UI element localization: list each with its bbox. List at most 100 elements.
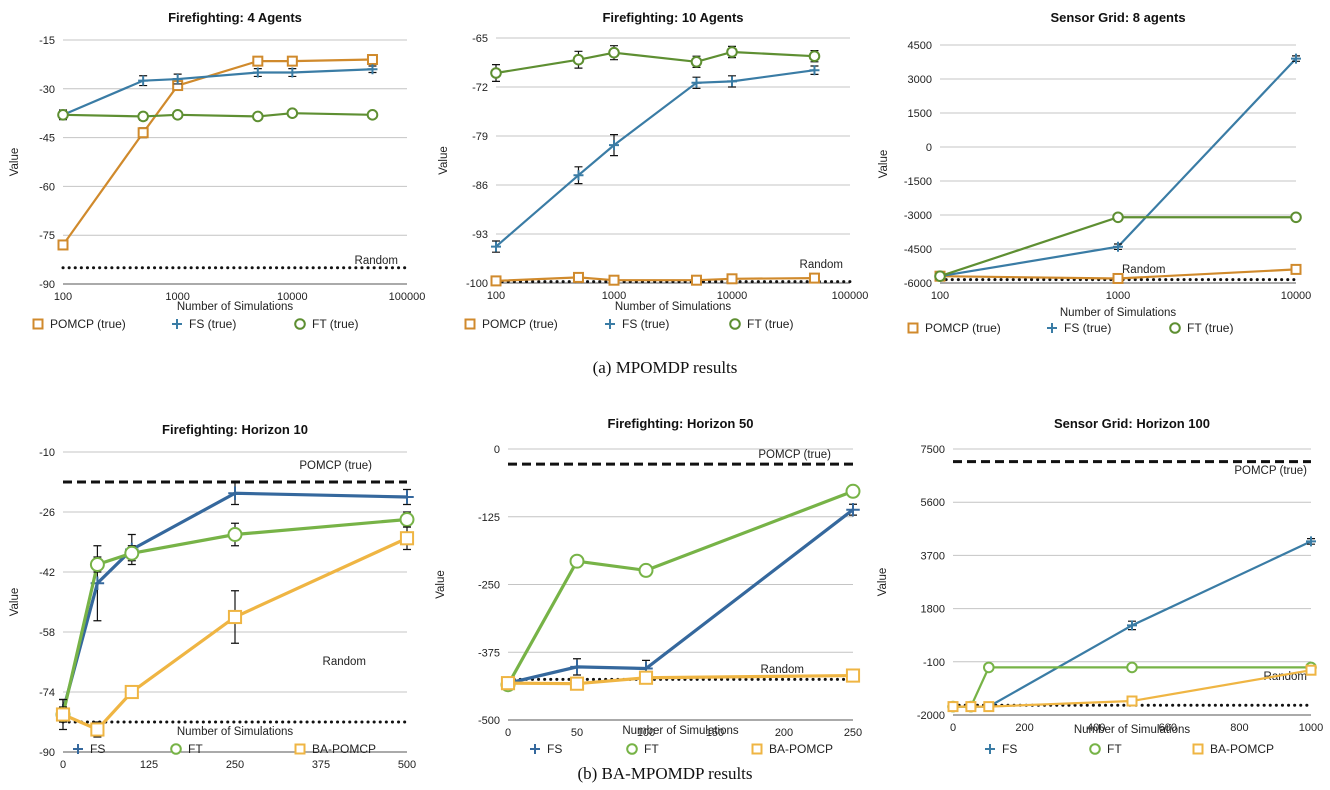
data-point: [727, 76, 737, 87]
legend-label: FS (true): [1064, 321, 1111, 335]
legend-marker: [907, 322, 919, 334]
legend-marker: [729, 318, 741, 330]
y-tick-label: -26: [39, 507, 55, 519]
legend-label: BA-POMCP: [312, 742, 376, 756]
data-point: [846, 502, 860, 517]
x-tick-label: 50: [571, 727, 583, 739]
chart-title: Firefighting: 10 Agents: [602, 10, 743, 25]
data-point: [569, 676, 585, 691]
y-tick-label: -30: [39, 84, 55, 96]
y-tick-label: 4500: [908, 40, 932, 52]
y-tick-label: -6000: [904, 278, 932, 290]
annotation-pomcp-true: POMCP (true): [1234, 465, 1307, 477]
data-point: [1126, 661, 1138, 674]
x-tick-label: 1000: [602, 290, 626, 302]
legend: POMCP (true) FS (true) FT (true): [464, 317, 793, 331]
y-tick-label: -250: [478, 580, 500, 592]
x-tick-label: 100: [931, 290, 949, 302]
y-tick-label: -45: [39, 133, 55, 145]
annotation-random: Random: [355, 255, 398, 267]
series-ft-true: [57, 107, 379, 123]
data-point: [845, 483, 861, 499]
chart-firefighting-horizon-10: Firefighting: Horizon 10 -90 -74 -58 -42 -26 -…: [9, 422, 416, 771]
y-tick-label: -10: [39, 447, 55, 459]
series-pomcp-true: [490, 271, 820, 287]
x-axis-label: Number of Simulations: [177, 726, 294, 738]
series-ft-true: [490, 45, 821, 82]
legend-marker: [32, 318, 44, 330]
legend-label: BA-POMCP: [769, 742, 833, 756]
x-tick-label: 100: [54, 291, 72, 303]
data-point: [983, 661, 995, 674]
legend-marker: [464, 318, 476, 330]
legend-label: POMCP (true): [482, 317, 558, 331]
y-axis-label: Value: [877, 568, 889, 597]
y-axis-label: Value: [435, 570, 447, 599]
data-point: [573, 170, 584, 181]
x-tick-label: 1000: [1299, 722, 1323, 734]
data-point: [57, 239, 69, 251]
data-point: [500, 676, 516, 691]
series-ft-true: [934, 211, 1302, 283]
x-tick-label: 600: [1159, 722, 1177, 734]
data-point: [1127, 620, 1137, 631]
y-tick-label: 5600: [921, 497, 945, 509]
data-point: [808, 50, 821, 63]
y-tick-label: 1800: [921, 604, 945, 616]
annotation-random: Random: [323, 656, 366, 668]
x-tick-label: 100000: [832, 290, 869, 302]
legend-marker: [605, 319, 615, 329]
legend-label: FT (true): [747, 317, 793, 331]
data-point: [1306, 536, 1316, 547]
annotation-random: Random: [1264, 671, 1307, 683]
data-point: [726, 273, 738, 285]
data-point: [90, 722, 105, 737]
series-line: [506, 489, 854, 686]
caption-mpomdp: (a) MPOMDP results: [592, 358, 738, 377]
data-point: [171, 109, 184, 121]
data-point: [570, 660, 584, 674]
data-point: [400, 490, 414, 504]
data-point: [690, 56, 703, 68]
y-tick-label: -3000: [904, 210, 932, 222]
legend: FS FT BA-POMCP: [530, 742, 833, 756]
y-tick-label: -90: [39, 747, 55, 759]
x-tick-label: 800: [1230, 722, 1248, 734]
series-fs-true: [58, 64, 378, 121]
legend-marker: [626, 743, 638, 755]
series-fs-true: [935, 53, 1301, 282]
legend: POMCP (true) FS (true) FT (true): [907, 321, 1233, 335]
series-fs-true: [491, 65, 820, 253]
series-line: [507, 673, 854, 686]
y-tick-label: -2000: [917, 710, 945, 722]
chart-sensor-grid-horizon-100: Sensor Grid: Horizon 100 -2000 -100 1800 370…: [877, 416, 1323, 756]
legend-marker: [985, 744, 995, 754]
x-axis-label: Number of Simulations: [615, 301, 732, 313]
data-point: [89, 557, 105, 572]
data-point: [252, 55, 264, 67]
x-tick-label: 375: [312, 759, 330, 771]
data-point: [399, 531, 415, 546]
data-point: [608, 274, 620, 286]
x-tick-label: 150: [706, 727, 724, 739]
data-point: [1112, 211, 1124, 224]
y-tick-label: -90: [39, 279, 55, 291]
data-point: [490, 67, 502, 79]
data-point: [138, 75, 149, 86]
x-axis-label: Number of Simulations: [177, 301, 294, 313]
annotation-random: Random: [1122, 264, 1165, 276]
series-line: [495, 50, 815, 75]
legend-label: POMCP (true): [925, 321, 1001, 335]
series-line: [507, 508, 854, 685]
y-tick-label: 0: [494, 444, 500, 456]
legend-label: BA-POMCP: [1210, 742, 1274, 756]
x-tick-label: 0: [60, 759, 66, 771]
legend-marker: [1192, 743, 1204, 755]
data-point: [1305, 664, 1317, 676]
y-axis-label: Value: [9, 148, 21, 177]
series-ba-pomcp: [55, 526, 415, 738]
y-tick-label: -65: [472, 33, 488, 45]
data-point: [287, 67, 298, 78]
legend-marker: [73, 744, 83, 754]
y-tick-label: 0: [926, 142, 932, 154]
